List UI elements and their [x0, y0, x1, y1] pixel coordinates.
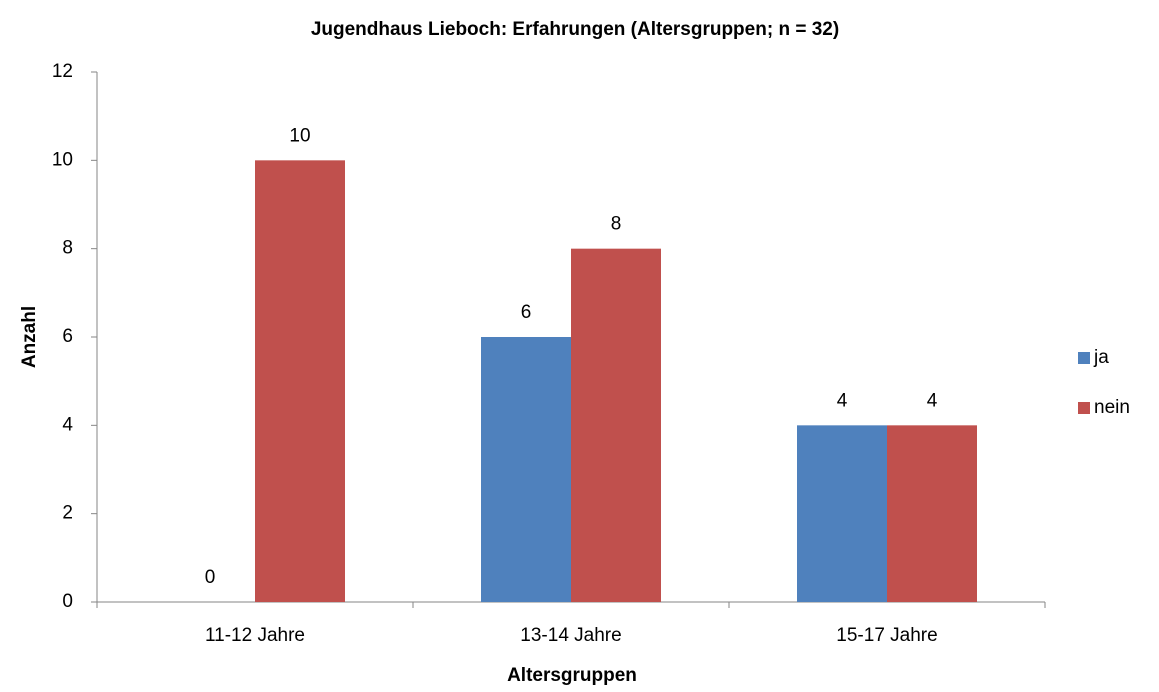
chart-title: Jugendhaus Lieboch: Erfahrungen (Altersg… [311, 19, 839, 40]
bar [797, 425, 887, 602]
y-tick-label: 12 [52, 61, 73, 82]
bar [481, 337, 571, 602]
y-tick-label: 8 [62, 238, 73, 259]
data-label: 6 [521, 302, 532, 323]
y-axis-label: Anzahl [19, 306, 40, 368]
legend-swatch [1078, 402, 1090, 414]
data-label: 10 [289, 125, 310, 146]
x-axis-label: Altersgruppen [507, 665, 637, 686]
data-label: 0 [205, 567, 216, 588]
legend-swatch [1078, 352, 1090, 364]
data-label: 4 [927, 390, 938, 411]
data-label: 4 [837, 390, 848, 411]
bar [571, 248, 661, 602]
y-tick-label: 2 [62, 503, 73, 524]
x-tick-label: 15-17 Jahre [836, 625, 937, 646]
y-tick-label: 4 [62, 414, 73, 435]
y-tick-label: 6 [62, 326, 73, 347]
legend-label: ja [1093, 347, 1109, 368]
y-tick-label: 10 [52, 149, 73, 170]
bar [887, 425, 977, 602]
bar [255, 160, 345, 603]
x-tick-label: 13-14 Jahre [520, 625, 621, 646]
legend-label: nein [1094, 397, 1130, 418]
y-tick-label: 0 [62, 591, 73, 612]
data-label: 8 [611, 214, 622, 235]
x-tick-label: 11-12 Jahre [205, 625, 305, 646]
